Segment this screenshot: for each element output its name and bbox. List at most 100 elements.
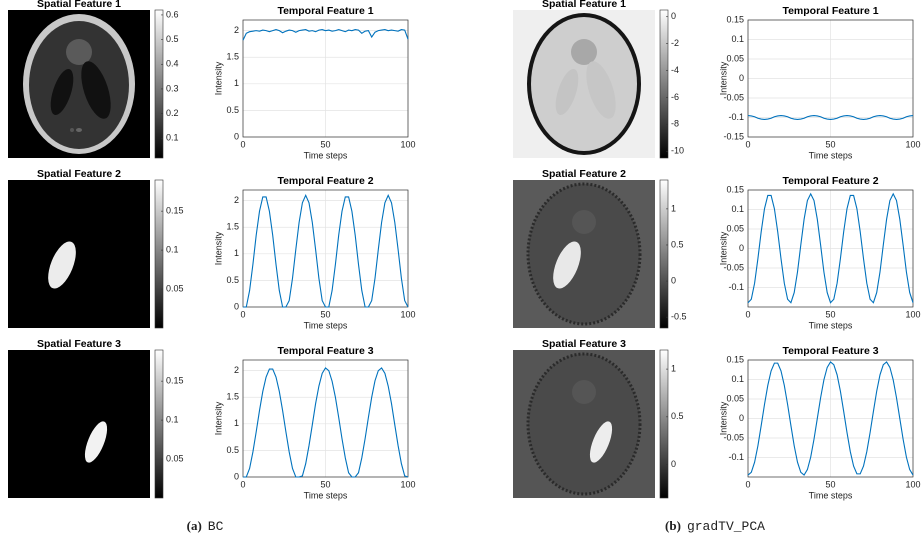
x-tick-label: 100 xyxy=(905,309,920,319)
image-shape xyxy=(76,128,82,132)
colorbar-tick-label: 0 xyxy=(671,11,676,21)
image-title: Spatial Feature 3 xyxy=(542,338,626,350)
x-tick-label: 50 xyxy=(825,309,835,319)
colorbar-tick-label: -4 xyxy=(671,65,679,75)
y-axis-label: Intensity xyxy=(718,61,728,95)
colorbar-tick-label: 0.6 xyxy=(166,9,179,19)
image-shape xyxy=(66,39,92,65)
colorbar-tick-label: 0.05 xyxy=(166,283,184,293)
x-tick-label: 100 xyxy=(400,309,415,319)
y-axis-label: Intensity xyxy=(213,61,223,95)
y-tick-label: 0 xyxy=(234,131,239,141)
caption-text: BC xyxy=(208,519,224,534)
x-axis-label: Time steps xyxy=(304,490,348,500)
axes-box xyxy=(747,359,914,478)
y-tick-label: 1.5 xyxy=(226,52,239,62)
x-axis-label: Time steps xyxy=(304,320,348,330)
y-axis-label: Intensity xyxy=(718,231,728,265)
image-shape xyxy=(572,380,596,404)
axes-box xyxy=(747,19,914,138)
y-tick-label: 0 xyxy=(739,413,744,423)
x-tick-label: 100 xyxy=(400,479,415,489)
chart-title: Temporal Feature 2 xyxy=(782,175,878,187)
y-tick-label: -0.05 xyxy=(723,262,744,272)
y-axis-label: Intensity xyxy=(718,401,728,435)
y-tick-label: 0.05 xyxy=(726,393,744,403)
y-tick-label: 0.1 xyxy=(731,34,744,44)
image-title: Spatial Feature 3 xyxy=(37,338,121,350)
image-background xyxy=(8,180,150,328)
x-tick-label: 0 xyxy=(745,139,750,149)
y-tick-label: 2 xyxy=(234,195,239,205)
image-shape xyxy=(48,241,76,289)
colorbar xyxy=(154,9,164,159)
y-tick-label: 2 xyxy=(234,25,239,35)
x-tick-label: 50 xyxy=(825,479,835,489)
data-line xyxy=(747,361,914,476)
colorbar xyxy=(154,179,164,329)
x-tick-label: 100 xyxy=(400,139,415,149)
y-tick-label: 0.05 xyxy=(726,223,744,233)
x-axis-label: Time steps xyxy=(304,150,348,160)
y-tick-label: -0.1 xyxy=(728,452,744,462)
y-tick-label: 0.05 xyxy=(726,53,744,63)
y-tick-label: 0.5 xyxy=(226,105,239,115)
colorbar-tick-label: 0 xyxy=(671,275,676,285)
image-title: Spatial Feature 2 xyxy=(37,168,121,180)
colorbar-tick-label: -10 xyxy=(671,146,684,156)
x-tick-label: 50 xyxy=(320,309,330,319)
y-tick-label: 0.15 xyxy=(726,14,744,24)
caption-label: (b) xyxy=(665,518,681,533)
colorbar-tick-label: -8 xyxy=(671,119,679,129)
caption: (b) gradTV_PCA xyxy=(665,518,765,534)
image-title: Spatial Feature 1 xyxy=(542,0,626,10)
image-shape xyxy=(555,69,579,115)
image-title: Spatial Feature 1 xyxy=(37,0,121,10)
image-shape xyxy=(572,210,596,234)
image-shape xyxy=(81,61,111,119)
colorbar xyxy=(154,349,164,499)
chart-title: Temporal Feature 3 xyxy=(782,345,878,357)
y-tick-label: 1.5 xyxy=(226,392,239,402)
y-tick-label: 1.5 xyxy=(226,222,239,232)
x-tick-label: 50 xyxy=(320,479,330,489)
colorbar-tick-label: 0.3 xyxy=(166,83,179,93)
colorbar-tick-label: 0.1 xyxy=(166,133,179,143)
y-tick-label: 1 xyxy=(234,418,239,428)
y-tick-label: 1 xyxy=(234,78,239,88)
colorbar-tick-label: -0.5 xyxy=(671,312,687,322)
y-tick-label: 2 xyxy=(234,365,239,375)
x-tick-label: 0 xyxy=(240,309,245,319)
image-shape xyxy=(526,182,642,326)
chart-title: Temporal Feature 1 xyxy=(277,5,373,17)
colorbar-tick-label: 0.1 xyxy=(166,414,179,424)
image-shape xyxy=(70,128,74,132)
image-shape xyxy=(589,421,613,463)
y-tick-label: -0.1 xyxy=(728,112,744,122)
colorbar-tick-label: 0.2 xyxy=(166,108,179,118)
x-axis-label: Time steps xyxy=(809,320,853,330)
chart-title: Temporal Feature 2 xyxy=(277,175,373,187)
chart-title: Temporal Feature 1 xyxy=(782,5,878,17)
data-line xyxy=(243,367,409,478)
y-tick-label: -0.1 xyxy=(728,282,744,292)
y-tick-label: 0 xyxy=(234,301,239,311)
y-tick-label: -0.05 xyxy=(723,92,744,102)
image-shape xyxy=(526,352,642,496)
y-tick-label: 0.15 xyxy=(726,354,744,364)
x-tick-label: 0 xyxy=(240,479,245,489)
colorbar-tick-label: 0.5 xyxy=(671,239,684,249)
image-shape xyxy=(50,69,74,115)
data-line xyxy=(747,114,914,121)
image-shape xyxy=(84,421,108,463)
data-line xyxy=(242,28,409,41)
data-line xyxy=(747,192,914,304)
colorbar xyxy=(659,179,669,329)
axes-box xyxy=(242,359,409,478)
y-axis-label: Intensity xyxy=(213,231,223,265)
image-background xyxy=(8,350,150,498)
y-tick-label: 0.5 xyxy=(226,445,239,455)
x-tick-label: 0 xyxy=(745,309,750,319)
image-shape xyxy=(553,241,581,289)
